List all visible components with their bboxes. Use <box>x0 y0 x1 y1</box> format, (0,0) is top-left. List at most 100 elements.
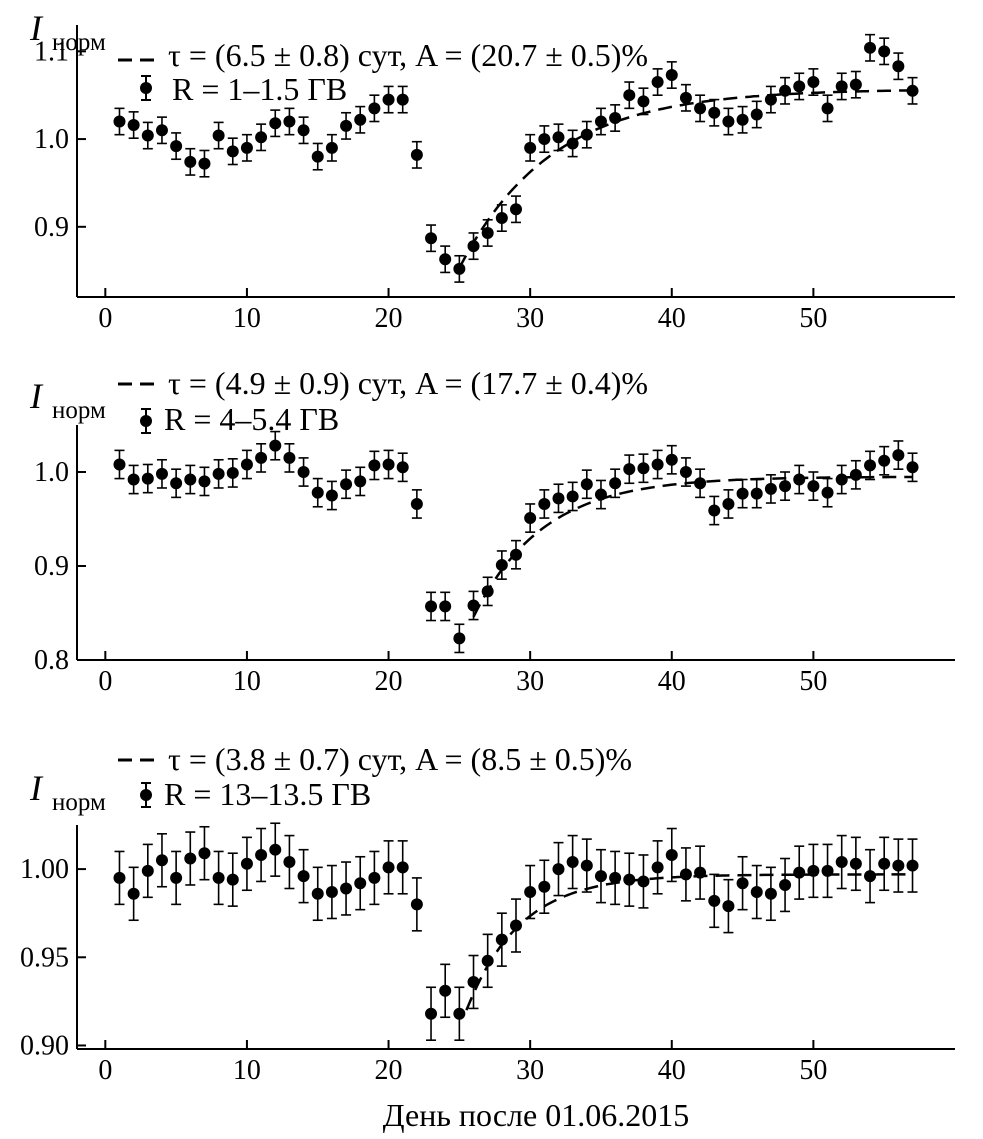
data-point <box>269 430 282 461</box>
data-point <box>609 468 622 499</box>
data-point <box>240 133 253 162</box>
data-point <box>736 855 749 911</box>
data-point <box>708 873 721 929</box>
data-point <box>226 852 239 907</box>
data-point <box>722 107 735 136</box>
data-point <box>679 847 692 902</box>
data-point <box>594 107 607 136</box>
plot-area-middle: 0 10 20 30 40 50 0.8 0.9 1.0 <box>34 425 955 697</box>
data-point <box>354 855 367 911</box>
data-point <box>779 857 792 913</box>
data-point <box>892 440 905 470</box>
series-legend-label-top: R = 1–1.5 ГВ <box>172 71 347 107</box>
data-point <box>694 845 707 900</box>
data-point <box>566 834 579 890</box>
data-point <box>226 137 239 166</box>
data-point <box>212 121 225 150</box>
data-point <box>793 845 806 900</box>
x-tick-label: 0 <box>98 303 112 334</box>
data-point <box>835 834 848 890</box>
data-point <box>807 843 820 899</box>
data-point <box>679 83 692 112</box>
data-point <box>340 861 353 916</box>
ylabel-top: I <box>29 8 44 48</box>
data-point <box>481 576 494 607</box>
x-tick-label: 10 <box>233 1055 261 1086</box>
data-point <box>665 444 678 475</box>
y-tick-label: 0.8 <box>34 645 69 676</box>
data-point <box>240 449 253 480</box>
x-tick-label: 50 <box>799 666 827 697</box>
data-point <box>141 121 154 150</box>
y-tick-label: 0.9 <box>34 551 69 582</box>
data-point <box>552 483 565 514</box>
data-point <box>255 442 268 473</box>
data-point <box>779 76 792 105</box>
data-point <box>269 109 282 138</box>
panel-top: 0 10 20 30 40 50 0.9 1.0 1.1 I норм τ = (6.5 ± 0… <box>29 8 955 334</box>
data-point <box>906 452 919 483</box>
data-point <box>580 838 593 893</box>
fit-legend-label-top: τ = (6.5 ± 0.8) сут, A = (20.7 ± 0.5)% <box>168 37 648 73</box>
data-point <box>864 33 877 62</box>
data-point <box>665 827 678 883</box>
ylabel-middle: I <box>29 376 44 416</box>
data-point <box>722 489 735 519</box>
data-point <box>127 111 140 139</box>
data-point <box>453 254 466 283</box>
data-point <box>495 204 508 232</box>
data-point <box>623 81 636 110</box>
data-point <box>538 489 551 519</box>
data-point <box>283 834 296 890</box>
data-point <box>736 105 749 134</box>
x-tick-label: 40 <box>658 303 686 334</box>
data-point <box>340 111 353 140</box>
data-point <box>708 98 721 127</box>
data-point <box>793 464 806 495</box>
data-point <box>297 116 310 145</box>
data-point <box>155 833 168 888</box>
series-legend-marker-top <box>140 75 152 101</box>
data-point <box>155 458 168 489</box>
data-point <box>807 471 820 502</box>
y-tick-label: 1.0 <box>34 124 69 155</box>
data-point <box>198 825 211 881</box>
data-point <box>878 445 891 476</box>
data-point <box>637 87 650 116</box>
data-point <box>694 94 707 123</box>
data-point <box>368 850 381 906</box>
data-point <box>623 852 636 907</box>
ylabel-sub-middle: норм <box>52 397 106 424</box>
data-point <box>354 105 367 134</box>
data-point <box>127 464 140 495</box>
y-tick-label: 0.95 <box>20 942 69 973</box>
data-point <box>368 450 381 481</box>
data-point <box>835 72 848 101</box>
data-point <box>198 149 211 178</box>
fit-curve-bottom <box>465 873 913 1011</box>
data-point <box>637 453 650 484</box>
data-point <box>410 489 423 519</box>
data-point <box>410 140 423 169</box>
x-tick-label: 20 <box>375 666 403 697</box>
data-point <box>170 468 183 499</box>
data-point <box>906 838 919 893</box>
data-point <box>566 481 579 512</box>
data-point <box>184 464 197 495</box>
data-point <box>552 841 565 897</box>
data-point <box>892 838 905 893</box>
data-point <box>708 495 721 526</box>
series-legend-label-bottom: R = 13–13.5 ГВ <box>164 776 371 812</box>
data-point <box>764 474 777 504</box>
fit-curve-middle <box>472 475 913 618</box>
data-point <box>113 107 126 136</box>
data-point <box>594 848 607 904</box>
data-point <box>552 123 565 152</box>
data-point <box>821 94 834 123</box>
x-tick-label: 30 <box>516 1055 544 1086</box>
data-point <box>439 245 452 274</box>
data-point <box>340 469 353 500</box>
data-point <box>226 458 239 488</box>
data-point <box>396 85 409 114</box>
